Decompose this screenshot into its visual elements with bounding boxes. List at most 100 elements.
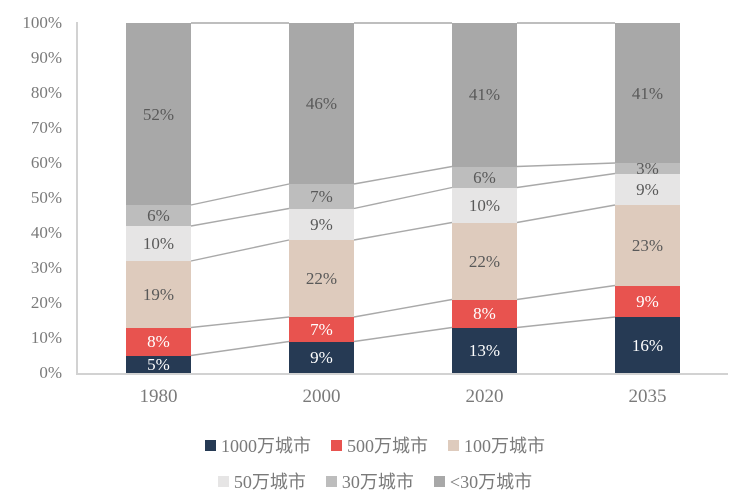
bar-segment: 10% (452, 187, 517, 223)
legend-item: 500万城市 (331, 432, 428, 458)
legend-item: 50万城市 (217, 468, 306, 494)
bar-segment-value-label: 9% (636, 291, 659, 311)
bar-segment-value-label: 46% (305, 94, 338, 113)
bar-segment: 41% (615, 23, 680, 163)
series-connector-line (353, 165, 453, 185)
bar-segment-value-label: 19% (142, 284, 175, 304)
series-connector-line (190, 183, 290, 206)
series-connector-line (516, 316, 616, 329)
legend-swatch-icon (331, 439, 342, 451)
bar-segment-value-label: 52% (142, 104, 175, 124)
y-tick-label: 10% (30, 328, 62, 347)
bar-segment: 41% (452, 23, 517, 167)
legend-label: 30万城市 (341, 472, 414, 492)
legend-item: 1000万城市 (205, 432, 311, 458)
bar-segment-value-label: 8% (147, 332, 170, 351)
y-tick-label: 0% (39, 363, 62, 382)
legend-label: 1000万城市 (221, 436, 311, 456)
series-connector-line (353, 298, 453, 318)
bar-segment-value-label: 9% (310, 214, 333, 234)
series-connector-line (353, 326, 453, 343)
y-tick-label: 70% (30, 118, 62, 137)
bar-segment: 7% (289, 317, 354, 342)
bar-segment: 8% (452, 299, 517, 328)
bar-segment-value-label: 22% (305, 269, 338, 288)
bar-segment-value-label: 5% (147, 354, 170, 374)
bar-segment: 6% (126, 205, 191, 226)
series-connector-line (190, 340, 290, 357)
bar-segment: 19% (126, 261, 191, 328)
y-tick-label: 40% (30, 223, 62, 242)
bar-segment-value-label: 13% (468, 340, 501, 360)
legend-item: <30万城市 (433, 468, 533, 494)
series-connector-line (516, 204, 616, 224)
bar-segment-value-label: 9% (636, 179, 659, 199)
bar-segment: 9% (289, 208, 354, 240)
series-connector-line (516, 284, 616, 301)
bar-segment: 9% (289, 341, 354, 373)
bar-segment: 22% (452, 222, 517, 300)
x-axis-line (76, 373, 728, 375)
y-tick-label: 100% (22, 13, 62, 32)
bar-segment-value-label: 22% (468, 251, 501, 271)
series-connector-line (190, 316, 290, 329)
series-connector-line (353, 186, 453, 210)
legend-swatch-icon (448, 439, 459, 451)
bar-segment-value-label: 6% (473, 167, 496, 187)
bar-segment: 13% (452, 327, 517, 373)
series-connector-line (190, 207, 290, 227)
series-connector-line (353, 221, 453, 241)
legend-swatch-icon (205, 439, 216, 451)
y-tick-label: 80% (30, 83, 62, 102)
series-connector-line (516, 172, 616, 189)
x-category-label: 2035 (628, 386, 667, 407)
bar-segment: 22% (289, 240, 354, 317)
bar-segment-value-label: 6% (147, 206, 170, 225)
bar-segment: 9% (615, 173, 680, 205)
y-tick-label: 20% (30, 293, 62, 312)
chart-legend: 1000万城市 500万城市 100万城市 50万城市 30万城市 <30万城市 (75, 432, 675, 494)
bar-segment-value-label: 23% (631, 235, 664, 255)
x-category-label: 2000 (302, 386, 341, 407)
bar-segment: 5% (126, 354, 191, 374)
bar-segment-value-label: 41% (468, 85, 501, 105)
bar-segment: 46% (289, 23, 354, 184)
bar-segment: 52% (126, 23, 191, 205)
bar-segment-value-label: 7% (310, 186, 333, 206)
bar-segment: 7% (289, 184, 354, 209)
legend-row: 1000万城市 500万城市 100万城市 (205, 432, 545, 458)
bar-segment: 16% (615, 317, 680, 373)
legend-item: 100万城市 (448, 432, 545, 458)
bar-segment-value-label: 41% (631, 83, 664, 103)
bar-segment-value-label: 8% (473, 304, 496, 323)
y-tick-label: 90% (30, 48, 62, 67)
legend-swatch-icon (217, 475, 229, 487)
legend-row: 50万城市 30万城市 <30万城市 (217, 468, 533, 494)
x-category-label: 2020 (465, 386, 504, 407)
legend-label: 100万城市 (464, 436, 545, 456)
y-tick-label: 60% (30, 153, 62, 172)
legend-label: 50万城市 (233, 472, 306, 492)
x-category-label: 1980 (139, 386, 178, 407)
y-tick-label: 50% (30, 188, 62, 207)
bar-segment: 6% (452, 166, 517, 188)
legend-swatch-icon (325, 475, 337, 487)
bar-segment-value-label: 16% (631, 335, 664, 355)
legend-label: 500万城市 (347, 436, 428, 456)
bar-segment: 23% (615, 205, 680, 286)
legend-swatch-icon (433, 475, 445, 487)
series-connector-line (190, 239, 290, 262)
bar-segment: 10% (126, 226, 191, 261)
legend-item: 30万城市 (325, 468, 414, 494)
bar-segment: 9% (615, 285, 680, 317)
y-axis-line (76, 22, 78, 374)
y-tick-label: 30% (30, 258, 62, 277)
bar-segment-value-label: 9% (310, 347, 333, 367)
legend-label: <30万城市 (449, 472, 533, 492)
bar-segment-value-label: 10% (142, 234, 175, 253)
bar-segment: 8% (126, 327, 191, 356)
bar-segment-value-label: 3% (636, 158, 659, 178)
bar-segment-value-label: 10% (468, 195, 501, 215)
series-connector-line (516, 162, 616, 168)
